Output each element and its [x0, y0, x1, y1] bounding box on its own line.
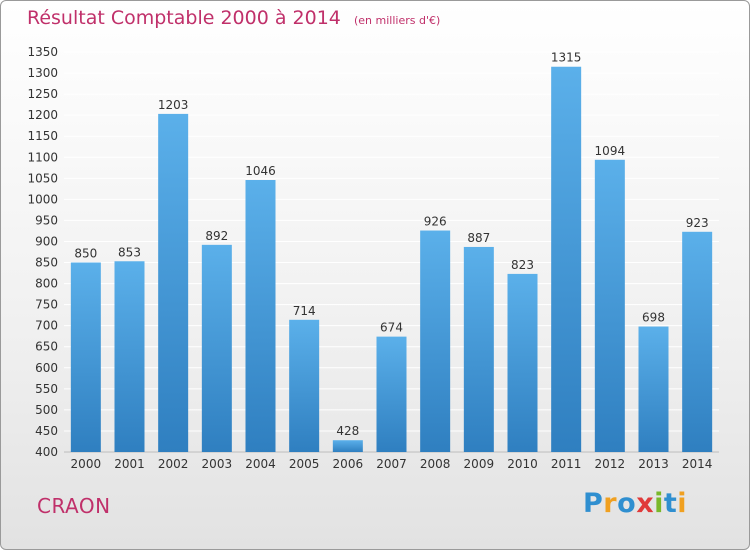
y-tick-label: 1050: [27, 171, 58, 185]
y-tick-label: 450: [35, 424, 58, 438]
x-tick-label: 2006: [333, 457, 364, 471]
bar: [158, 113, 189, 452]
bar: [245, 180, 276, 452]
y-tick-label: 850: [35, 256, 58, 270]
logo-letter: x: [636, 488, 655, 519]
place-name: CRAON: [37, 494, 111, 518]
x-tick-label: 2002: [158, 457, 189, 471]
x-tick-label: 2008: [420, 457, 451, 471]
y-tick-label: 650: [35, 340, 58, 354]
bar-value-label: 892: [205, 229, 228, 243]
bar-value-label: 923: [686, 216, 709, 230]
y-tick-label: 1350: [27, 45, 58, 59]
logo-letter: r: [603, 488, 618, 519]
logo-letter: i: [677, 488, 688, 519]
bar-value-label: 698: [642, 311, 665, 325]
bar-value-label: 1203: [158, 98, 189, 112]
bar: [594, 159, 625, 452]
y-tick-label: 1100: [27, 150, 58, 164]
x-tick-label: 2012: [595, 457, 626, 471]
bar: [70, 262, 101, 452]
y-tick-label: 1300: [27, 66, 58, 80]
x-tick-label: 2001: [114, 457, 145, 471]
y-tick-label: 600: [35, 361, 58, 375]
x-tick-label: 2005: [289, 457, 320, 471]
bar-value-label: 1094: [595, 144, 626, 158]
logo-letter: t: [663, 488, 678, 519]
chart-unit-note: (en milliers d'€): [353, 14, 441, 27]
y-tick-label: 1150: [27, 129, 58, 143]
y-tick-label: 400: [35, 445, 58, 459]
bar-value-label: 1315: [551, 51, 582, 65]
x-tick-label: 2011: [551, 457, 582, 471]
bar: [682, 231, 713, 452]
x-tick-label: 2010: [507, 457, 538, 471]
bar: [463, 246, 494, 452]
proxiti-logo: Proxiti: [583, 488, 687, 519]
bar: [114, 261, 145, 452]
y-tick-label: 1250: [27, 87, 58, 101]
x-tick-label: 2003: [202, 457, 233, 471]
y-tick-label: 700: [35, 319, 58, 333]
bar-value-label: 926: [424, 215, 447, 229]
logo-letter: i: [654, 488, 664, 519]
y-tick-label: 750: [35, 298, 58, 312]
logo-letter: P: [583, 488, 604, 519]
bar: [507, 273, 538, 452]
bar: [332, 440, 363, 452]
title-row: Résultat Comptable 2000 à 2014 (en milli…: [27, 7, 440, 29]
logo-letter: o: [617, 488, 637, 519]
bar: [201, 244, 232, 452]
bar-value-label: 714: [293, 304, 316, 318]
y-tick-label: 1000: [27, 192, 58, 206]
bar: [376, 336, 407, 452]
bars: [70, 66, 713, 452]
bar-value-label: 1046: [245, 164, 276, 178]
x-tick-label: 2013: [638, 457, 669, 471]
x-tick-label: 2000: [71, 457, 102, 471]
bar: [420, 230, 451, 452]
bar: [551, 66, 582, 452]
bar-value-label: 853: [118, 245, 141, 259]
y-tick-label: 800: [35, 277, 58, 291]
bar: [289, 319, 320, 452]
chart-title: Résultat Comptable 2000 à 2014: [27, 7, 341, 29]
bar-value-label: 823: [511, 258, 534, 272]
y-tick-label: 500: [35, 403, 58, 417]
data-labels: 850 853 1203 892 1046 714 428 674 926 887 823 1315 1…: [74, 51, 708, 438]
x-tick-label: 2004: [245, 457, 276, 471]
bar-value-label: 674: [380, 321, 403, 335]
x-tick-label: 2014: [682, 457, 713, 471]
bar-value-label: 428: [336, 424, 359, 438]
bar: [638, 326, 669, 452]
x-tick-label: 2009: [464, 457, 495, 471]
x-tick-label: 2007: [376, 457, 407, 471]
y-tick-label: 1200: [27, 108, 58, 122]
bar-value-label: 850: [74, 247, 97, 261]
y-tick-label: 550: [35, 382, 58, 396]
bar-value-label: 887: [467, 231, 490, 245]
y-axis-ticks: 400 450 500 550 600 650 700 750 800 850 900 950 1000…: [27, 45, 58, 459]
x-axis-ticks: 2000 2001 2002 2003 2004 2005 2006 2007 2008 2009…: [71, 457, 713, 471]
y-tick-label: 900: [35, 234, 58, 248]
y-tick-label: 950: [35, 213, 58, 227]
